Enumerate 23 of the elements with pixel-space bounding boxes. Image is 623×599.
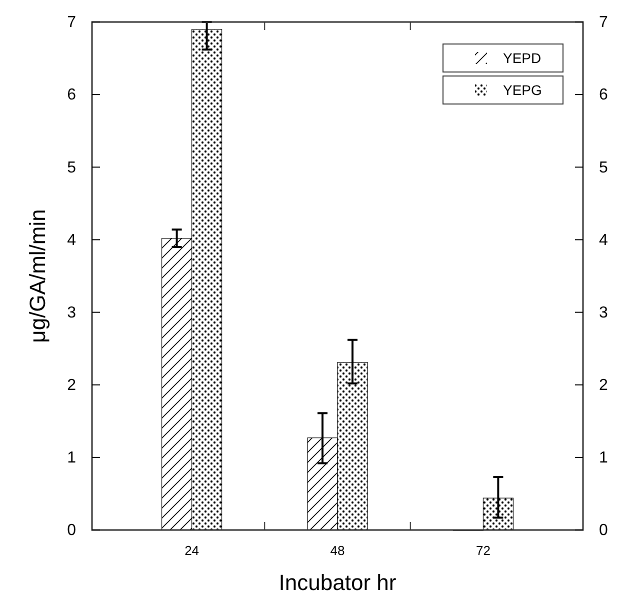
y2-tick-label: 7 xyxy=(599,14,608,32)
y-tick-label: 3 xyxy=(67,304,76,322)
y-axis-title: μg/GA/ml/min xyxy=(25,209,50,343)
x-tick-label: 48 xyxy=(330,543,345,558)
x-axis-title: Incubator hr xyxy=(278,570,396,595)
legend-label: YEPD xyxy=(503,50,542,66)
x-tick-label: 72 xyxy=(476,543,490,558)
y2-tick-label: 2 xyxy=(599,376,608,394)
y2-tick-label: 0 xyxy=(599,522,608,540)
legend-label: YEPG xyxy=(503,82,542,98)
y2-tick-label: 6 xyxy=(599,86,608,104)
y-tick-label: 7 xyxy=(67,14,76,32)
y-tick-label: 2 xyxy=(67,376,76,394)
y-tick-label: 5 xyxy=(67,159,76,176)
y-tick-label: 6 xyxy=(67,86,76,104)
y-tick-label: 0 xyxy=(67,522,76,540)
y-tick-label: 4 xyxy=(67,232,76,249)
y-tick-label: 1 xyxy=(67,450,76,467)
y2-tick-label: 4 xyxy=(599,232,608,249)
y2-tick-label: 3 xyxy=(599,304,608,322)
x-tick-label: 24 xyxy=(184,543,200,558)
y2-tick-label: 5 xyxy=(599,159,608,176)
y2-tick-label: 1 xyxy=(599,450,608,467)
